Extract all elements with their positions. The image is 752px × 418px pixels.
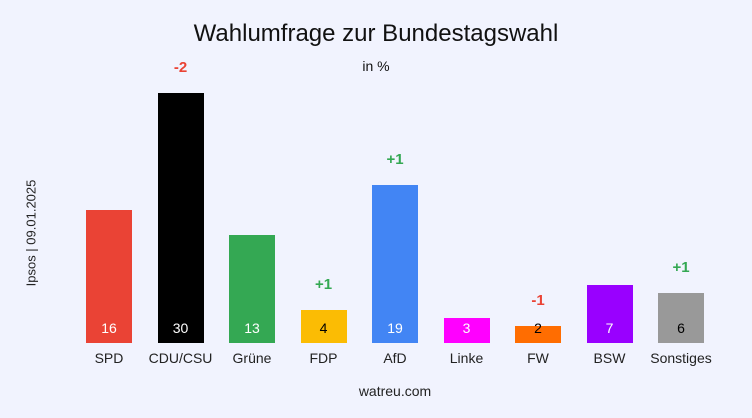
category-label: Linke — [449, 350, 484, 366]
bar — [229, 234, 275, 343]
chart-subtitle: in % — [362, 58, 390, 74]
bar — [658, 293, 704, 343]
category-label: Grüne — [232, 350, 272, 366]
category-label: SPD — [94, 350, 124, 366]
bar-value-label: 2 — [534, 320, 542, 336]
category-label: Sonstiges — [650, 350, 712, 366]
bar — [443, 318, 490, 343]
bar — [586, 284, 633, 343]
category-label: AfD — [383, 350, 407, 366]
category-label: FDP — [309, 350, 338, 366]
bar-value-label: 16 — [101, 320, 117, 336]
change-label: -2 — [173, 59, 188, 76]
change-label: +1 — [386, 150, 404, 168]
bar — [300, 309, 347, 343]
category-label: CDU/CSU — [148, 350, 213, 366]
category-label: BSW — [593, 350, 626, 366]
source-label: Ipsos | 09.01.2025 — [23, 179, 39, 287]
bar — [515, 326, 561, 343]
change-label: -1 — [531, 292, 545, 310]
bar-value-label: 19 — [387, 320, 403, 336]
chart-title: Wahlumfrage zur Bundestagswahl — [193, 20, 559, 47]
change-label: +1 — [672, 259, 690, 276]
bar-value-label: 3 — [462, 320, 471, 336]
bar — [157, 93, 204, 343]
bar — [372, 184, 418, 343]
bar-value-label: 13 — [244, 320, 260, 336]
bar-value-label: 6 — [677, 320, 685, 336]
footer-credit: watreu.com — [358, 383, 432, 399]
bar-value-label: 4 — [319, 320, 328, 336]
bar-value-label: 30 — [172, 320, 189, 336]
bar — [86, 209, 132, 343]
bar-value-label: 7 — [605, 320, 614, 336]
change-label: +1 — [314, 275, 333, 293]
category-label: FW — [527, 350, 549, 366]
